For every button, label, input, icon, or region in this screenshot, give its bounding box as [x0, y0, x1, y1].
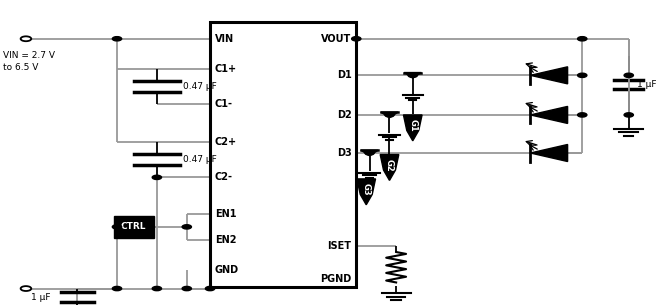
Polygon shape [404, 115, 422, 141]
Circle shape [577, 37, 587, 41]
Circle shape [153, 286, 162, 291]
Text: C2+: C2+ [214, 137, 237, 147]
Text: G2: G2 [385, 159, 394, 172]
Text: 0.47 μF: 0.47 μF [183, 82, 217, 91]
Text: C1-: C1- [214, 99, 232, 109]
Circle shape [408, 73, 418, 77]
Circle shape [205, 286, 214, 291]
Circle shape [352, 37, 361, 41]
Circle shape [385, 113, 394, 117]
Text: VIN = 2.7 V
to 6.5 V: VIN = 2.7 V to 6.5 V [3, 51, 55, 72]
Text: VOUT: VOUT [322, 34, 352, 44]
Polygon shape [404, 73, 422, 78]
Circle shape [182, 286, 191, 291]
Circle shape [21, 36, 31, 41]
Text: C2-: C2- [214, 172, 232, 182]
Text: D1: D1 [337, 70, 352, 80]
Text: EN1: EN1 [214, 209, 236, 219]
Circle shape [113, 286, 122, 291]
Circle shape [113, 37, 122, 41]
Text: PGND: PGND [320, 274, 352, 284]
Text: ISET: ISET [328, 241, 352, 251]
Circle shape [365, 151, 374, 155]
Circle shape [182, 225, 191, 229]
Text: EN2: EN2 [214, 235, 236, 245]
Circle shape [624, 73, 633, 77]
Polygon shape [381, 112, 398, 118]
Text: GND: GND [214, 265, 239, 275]
Polygon shape [530, 144, 567, 162]
Circle shape [153, 175, 162, 180]
Bar [114, 216, 154, 237]
Text: VIN: VIN [214, 34, 234, 44]
Circle shape [624, 113, 633, 117]
Polygon shape [361, 150, 378, 156]
Text: 0.47 μF: 0.47 μF [183, 155, 217, 164]
Bar [210, 22, 356, 287]
Polygon shape [530, 106, 567, 123]
Text: G3: G3 [362, 184, 371, 196]
Text: CTRL: CTRL [121, 222, 147, 231]
Polygon shape [357, 179, 376, 205]
Polygon shape [380, 155, 399, 181]
Circle shape [21, 286, 31, 291]
Text: G1: G1 [408, 119, 418, 132]
Text: 1 μF: 1 μF [31, 293, 51, 302]
Text: 1 μF: 1 μF [637, 80, 656, 89]
Text: D2: D2 [337, 110, 352, 120]
Circle shape [577, 113, 587, 117]
Circle shape [113, 225, 122, 229]
Circle shape [577, 73, 587, 77]
Text: C1+: C1+ [214, 64, 237, 74]
Text: D3: D3 [337, 148, 352, 158]
Polygon shape [530, 67, 567, 84]
